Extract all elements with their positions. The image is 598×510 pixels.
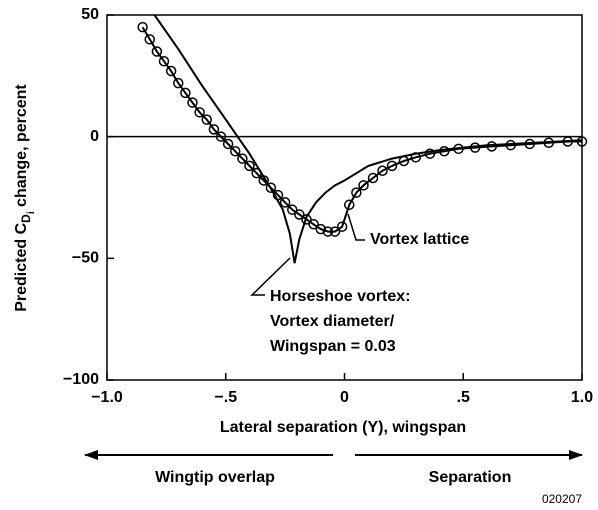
point [287, 204, 298, 215]
point [208, 124, 220, 135]
direction-label: Separation [429, 469, 512, 486]
y-title-part: Predicted C [13, 222, 30, 311]
series-line [153, 14, 583, 264]
annotation: Vortex diameter/ [270, 313, 395, 330]
point [251, 167, 262, 179]
point [308, 219, 319, 230]
point [173, 77, 184, 89]
point [315, 223, 326, 235]
point [258, 175, 269, 186]
point [377, 165, 388, 176]
point [398, 155, 410, 167]
point [265, 182, 277, 194]
point [180, 87, 191, 99]
point [230, 146, 241, 157]
y-tick-label: −50 [72, 250, 99, 267]
point [237, 153, 248, 164]
point [424, 148, 436, 159]
point [351, 187, 362, 198]
point [524, 138, 535, 150]
point [562, 136, 573, 147]
point [272, 189, 284, 201]
point [137, 21, 148, 33]
point [386, 160, 398, 172]
point [187, 97, 198, 108]
leader-line [250, 257, 291, 296]
point [486, 141, 497, 152]
point [439, 146, 450, 157]
point [336, 221, 348, 232]
point [144, 34, 155, 45]
point [301, 214, 312, 225]
x-tick-label: −.5 [214, 389, 237, 406]
y-tick-label: −100 [63, 371, 99, 388]
point [543, 137, 554, 148]
direction-label: Wingtip overlap [155, 469, 275, 486]
point [279, 197, 291, 208]
point [322, 226, 334, 237]
leader-line [347, 213, 365, 241]
x-tick-label: 1.0 [571, 389, 593, 406]
y-axis-title: Predicted CDi change, percent [13, 84, 36, 312]
figure-number: 020207 [542, 492, 582, 506]
point [194, 107, 205, 118]
annotation: Wingspan = 0.03 [270, 338, 396, 355]
point [215, 131, 227, 142]
point [453, 143, 464, 155]
x-tick-label: .5 [457, 389, 470, 406]
point [294, 209, 305, 220]
y-title-subsub: i [26, 211, 37, 214]
x-axis-title: Lateral separation (Y), wingspan [220, 419, 466, 436]
point [222, 138, 234, 150]
point [358, 180, 369, 191]
point [576, 136, 588, 147]
annotation: Vortex lattice [370, 231, 469, 248]
point [367, 172, 379, 184]
point [505, 139, 516, 151]
annotation: Horseshoe vortex: [270, 288, 411, 305]
x-tick-label: 0 [340, 389, 349, 406]
y-title-sub: D [19, 214, 33, 223]
y-title-part: change, percent [13, 84, 30, 212]
point [244, 160, 255, 172]
point [165, 65, 177, 77]
point [151, 46, 163, 57]
x-tick-label: −1.0 [91, 389, 123, 406]
point [158, 55, 170, 67]
point [410, 152, 421, 163]
point [469, 142, 481, 153]
point [329, 226, 341, 237]
y-tick-label: 50 [81, 6, 99, 23]
point [344, 199, 355, 211]
y-tick-label: 0 [90, 128, 99, 145]
point [201, 114, 212, 125]
series-line [141, 26, 582, 233]
